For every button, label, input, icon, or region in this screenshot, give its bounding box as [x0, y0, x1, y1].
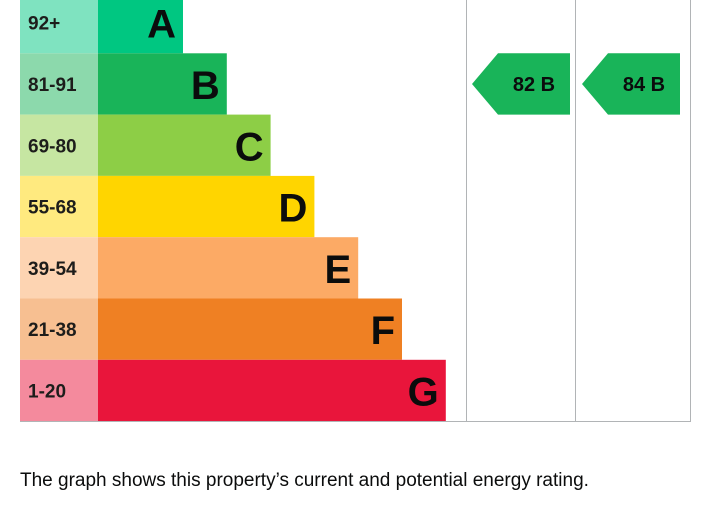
band-range-bg — [20, 53, 98, 115]
band-bar — [98, 237, 359, 299]
band-f: 21-38 F — [20, 298, 402, 360]
band-bar — [98, 0, 183, 54]
band-letter: B — [191, 64, 220, 108]
band-bar — [98, 359, 446, 422]
rating-arrow-2: 84 B — [582, 53, 680, 115]
band-bar — [98, 298, 402, 360]
band-letter: G — [408, 370, 439, 414]
band-range-bg — [20, 298, 98, 360]
band-letter: D — [279, 187, 308, 231]
chart-caption: The graph shows this property’s current … — [20, 470, 589, 491]
rating-arrow-label: 84 B — [623, 74, 665, 96]
band-range-bg — [20, 237, 98, 299]
band-bar — [98, 114, 271, 176]
band-letter: A — [147, 3, 176, 47]
band-c: 69-80 C — [20, 114, 271, 176]
band-range-label: 92+ — [28, 14, 60, 35]
band-d: 55-68 D — [20, 175, 315, 238]
chart-grid — [20, 0, 691, 422]
rating-arrow-1: 82 B — [472, 53, 570, 115]
band-range-label: 55-68 — [28, 198, 77, 219]
band-range-label: 21-38 — [28, 320, 77, 341]
band-range-label: 69-80 — [28, 136, 77, 157]
band-letter: E — [325, 248, 352, 292]
band-range-label: 1-20 — [28, 381, 66, 402]
epc-chart: 92+ A81-91 B69-80 C55-68 D39-54 E21-38 F1-20 G … — [20, 0, 691, 422]
rating-arrow-label: 82 B — [513, 74, 555, 96]
band-e: 39-54 E — [20, 237, 359, 299]
rating-arrow-shape — [582, 53, 680, 115]
rating-arrow-shape — [472, 53, 570, 115]
band-bar — [98, 53, 227, 115]
band-range-bg — [20, 175, 98, 238]
band-range-bg — [20, 114, 98, 176]
band-b: 81-91 B — [20, 53, 227, 115]
band-letter: F — [371, 309, 395, 353]
band-bar — [98, 175, 315, 238]
band-a: 92+ A — [20, 0, 183, 54]
rating-bands: 92+ A 81-91 B 69-80 C 55-68 D 39-54 E 21-38 F 1-20 G — [20, 0, 446, 422]
rating-arrows: 82 B 84 B — [472, 53, 680, 115]
band-range-bg — [20, 359, 98, 422]
band-letter: C — [235, 125, 264, 169]
band-g: 1-20 G — [20, 359, 446, 422]
band-range-bg — [20, 0, 98, 54]
band-range-label: 81-91 — [28, 75, 77, 96]
band-range-label: 39-54 — [28, 259, 77, 280]
